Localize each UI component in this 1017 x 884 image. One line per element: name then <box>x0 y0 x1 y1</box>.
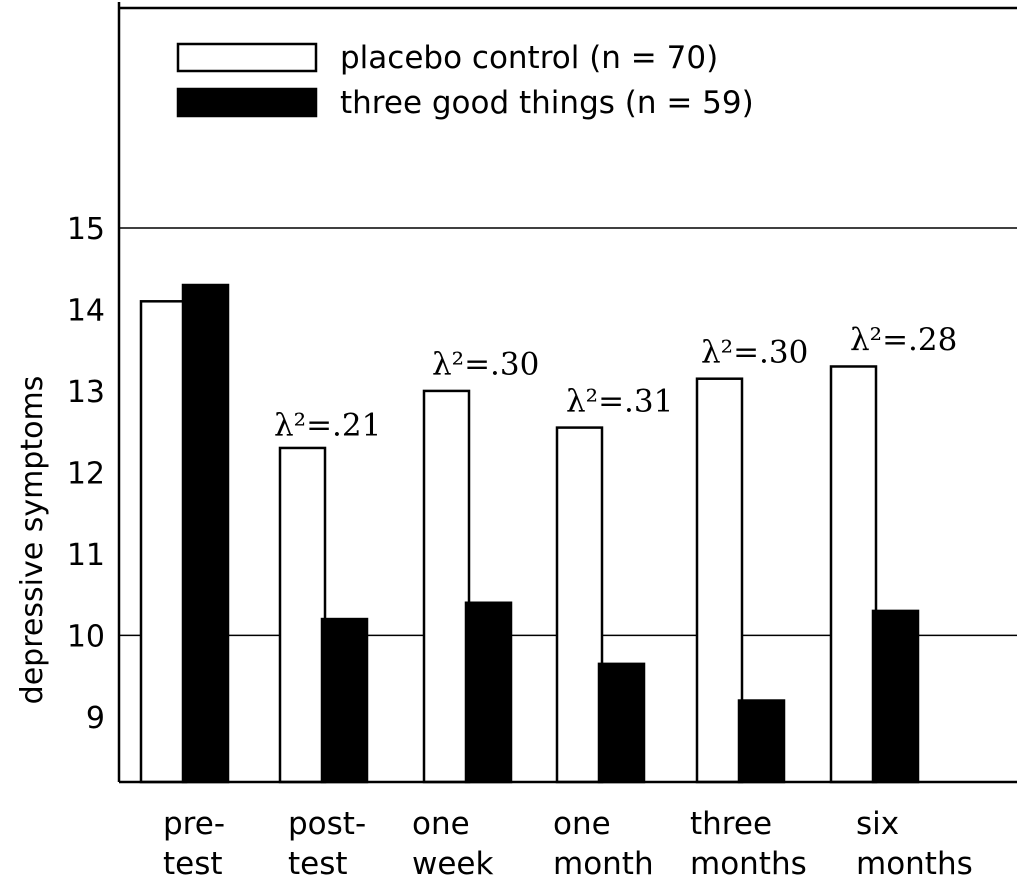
x-category-label-5-0: six <box>856 806 899 842</box>
y-tick-15: 15 <box>67 212 105 247</box>
bars <box>139 283 920 784</box>
bar-three-good-things-2 <box>464 601 513 784</box>
effect-size-label-2: λ²=.30 <box>432 347 539 383</box>
bar-three-good-things-5 <box>871 609 920 784</box>
x-category-label-2-0: one <box>412 806 470 842</box>
bar-placebo-4 <box>695 377 744 784</box>
y-axis-label: depressive symptoms <box>15 376 50 705</box>
x-category-label-4-0: three <box>690 806 772 842</box>
x-category-label-5-1: months <box>856 846 973 882</box>
y-tick-13: 13 <box>67 375 105 410</box>
y-tick-9: 9 <box>86 701 105 736</box>
y-tick-12: 12 <box>67 456 105 491</box>
axes <box>117 2 1017 784</box>
legend-label-0: placebo control (n = 70) <box>340 40 718 76</box>
x-category-label-4-1: months <box>690 846 807 882</box>
legend-label-1: three good things (n = 59) <box>340 85 754 121</box>
bar-placebo-1 <box>278 446 327 784</box>
x-category-label-1-0: post- <box>288 806 366 842</box>
bar-three-good-things-1 <box>320 617 369 784</box>
bar-three-good-things-0 <box>181 283 230 784</box>
effect-size-label-5: λ²=.28 <box>850 322 957 358</box>
legend-swatch-1 <box>176 87 318 118</box>
x-category-label-0-1: test <box>163 846 223 882</box>
effect-size-annotations: λ²=.21 λ²=.30 λ²=.31 λ²=.30 λ²=.28 <box>274 322 957 444</box>
bar-placebo-5 <box>829 365 878 784</box>
bar-three-good-things-4 <box>737 699 786 784</box>
effect-size-label-3: λ²=.31 <box>566 383 673 419</box>
legend: placebo control (n = 70) three good thing… <box>176 40 754 121</box>
effect-size-label-1: λ²=.21 <box>274 408 381 444</box>
x-category-label-3-1: month <box>553 846 654 882</box>
bar-placebo-0 <box>139 300 188 784</box>
x-category-label-2-1: week <box>412 846 493 882</box>
x-category-labels: pre-test post-test one week one month three mon… <box>163 806 973 882</box>
x-category-label-0-0: pre- <box>163 806 225 842</box>
y-tick-11: 11 <box>67 538 105 573</box>
bar-placebo-2 <box>422 389 471 784</box>
y-tick-14: 14 <box>67 293 105 328</box>
x-category-label-3-0: one <box>553 806 611 842</box>
legend-swatch-0 <box>176 42 318 73</box>
effect-size-label-4: λ²=.30 <box>701 334 808 370</box>
bar-placebo-3 <box>555 426 604 784</box>
y-tick-10: 10 <box>67 619 105 654</box>
y-tick-labels: 9 10 11 12 13 14 15 <box>67 212 105 736</box>
x-category-label-1-1: test <box>288 846 348 882</box>
bar-three-good-things-3 <box>597 662 646 784</box>
